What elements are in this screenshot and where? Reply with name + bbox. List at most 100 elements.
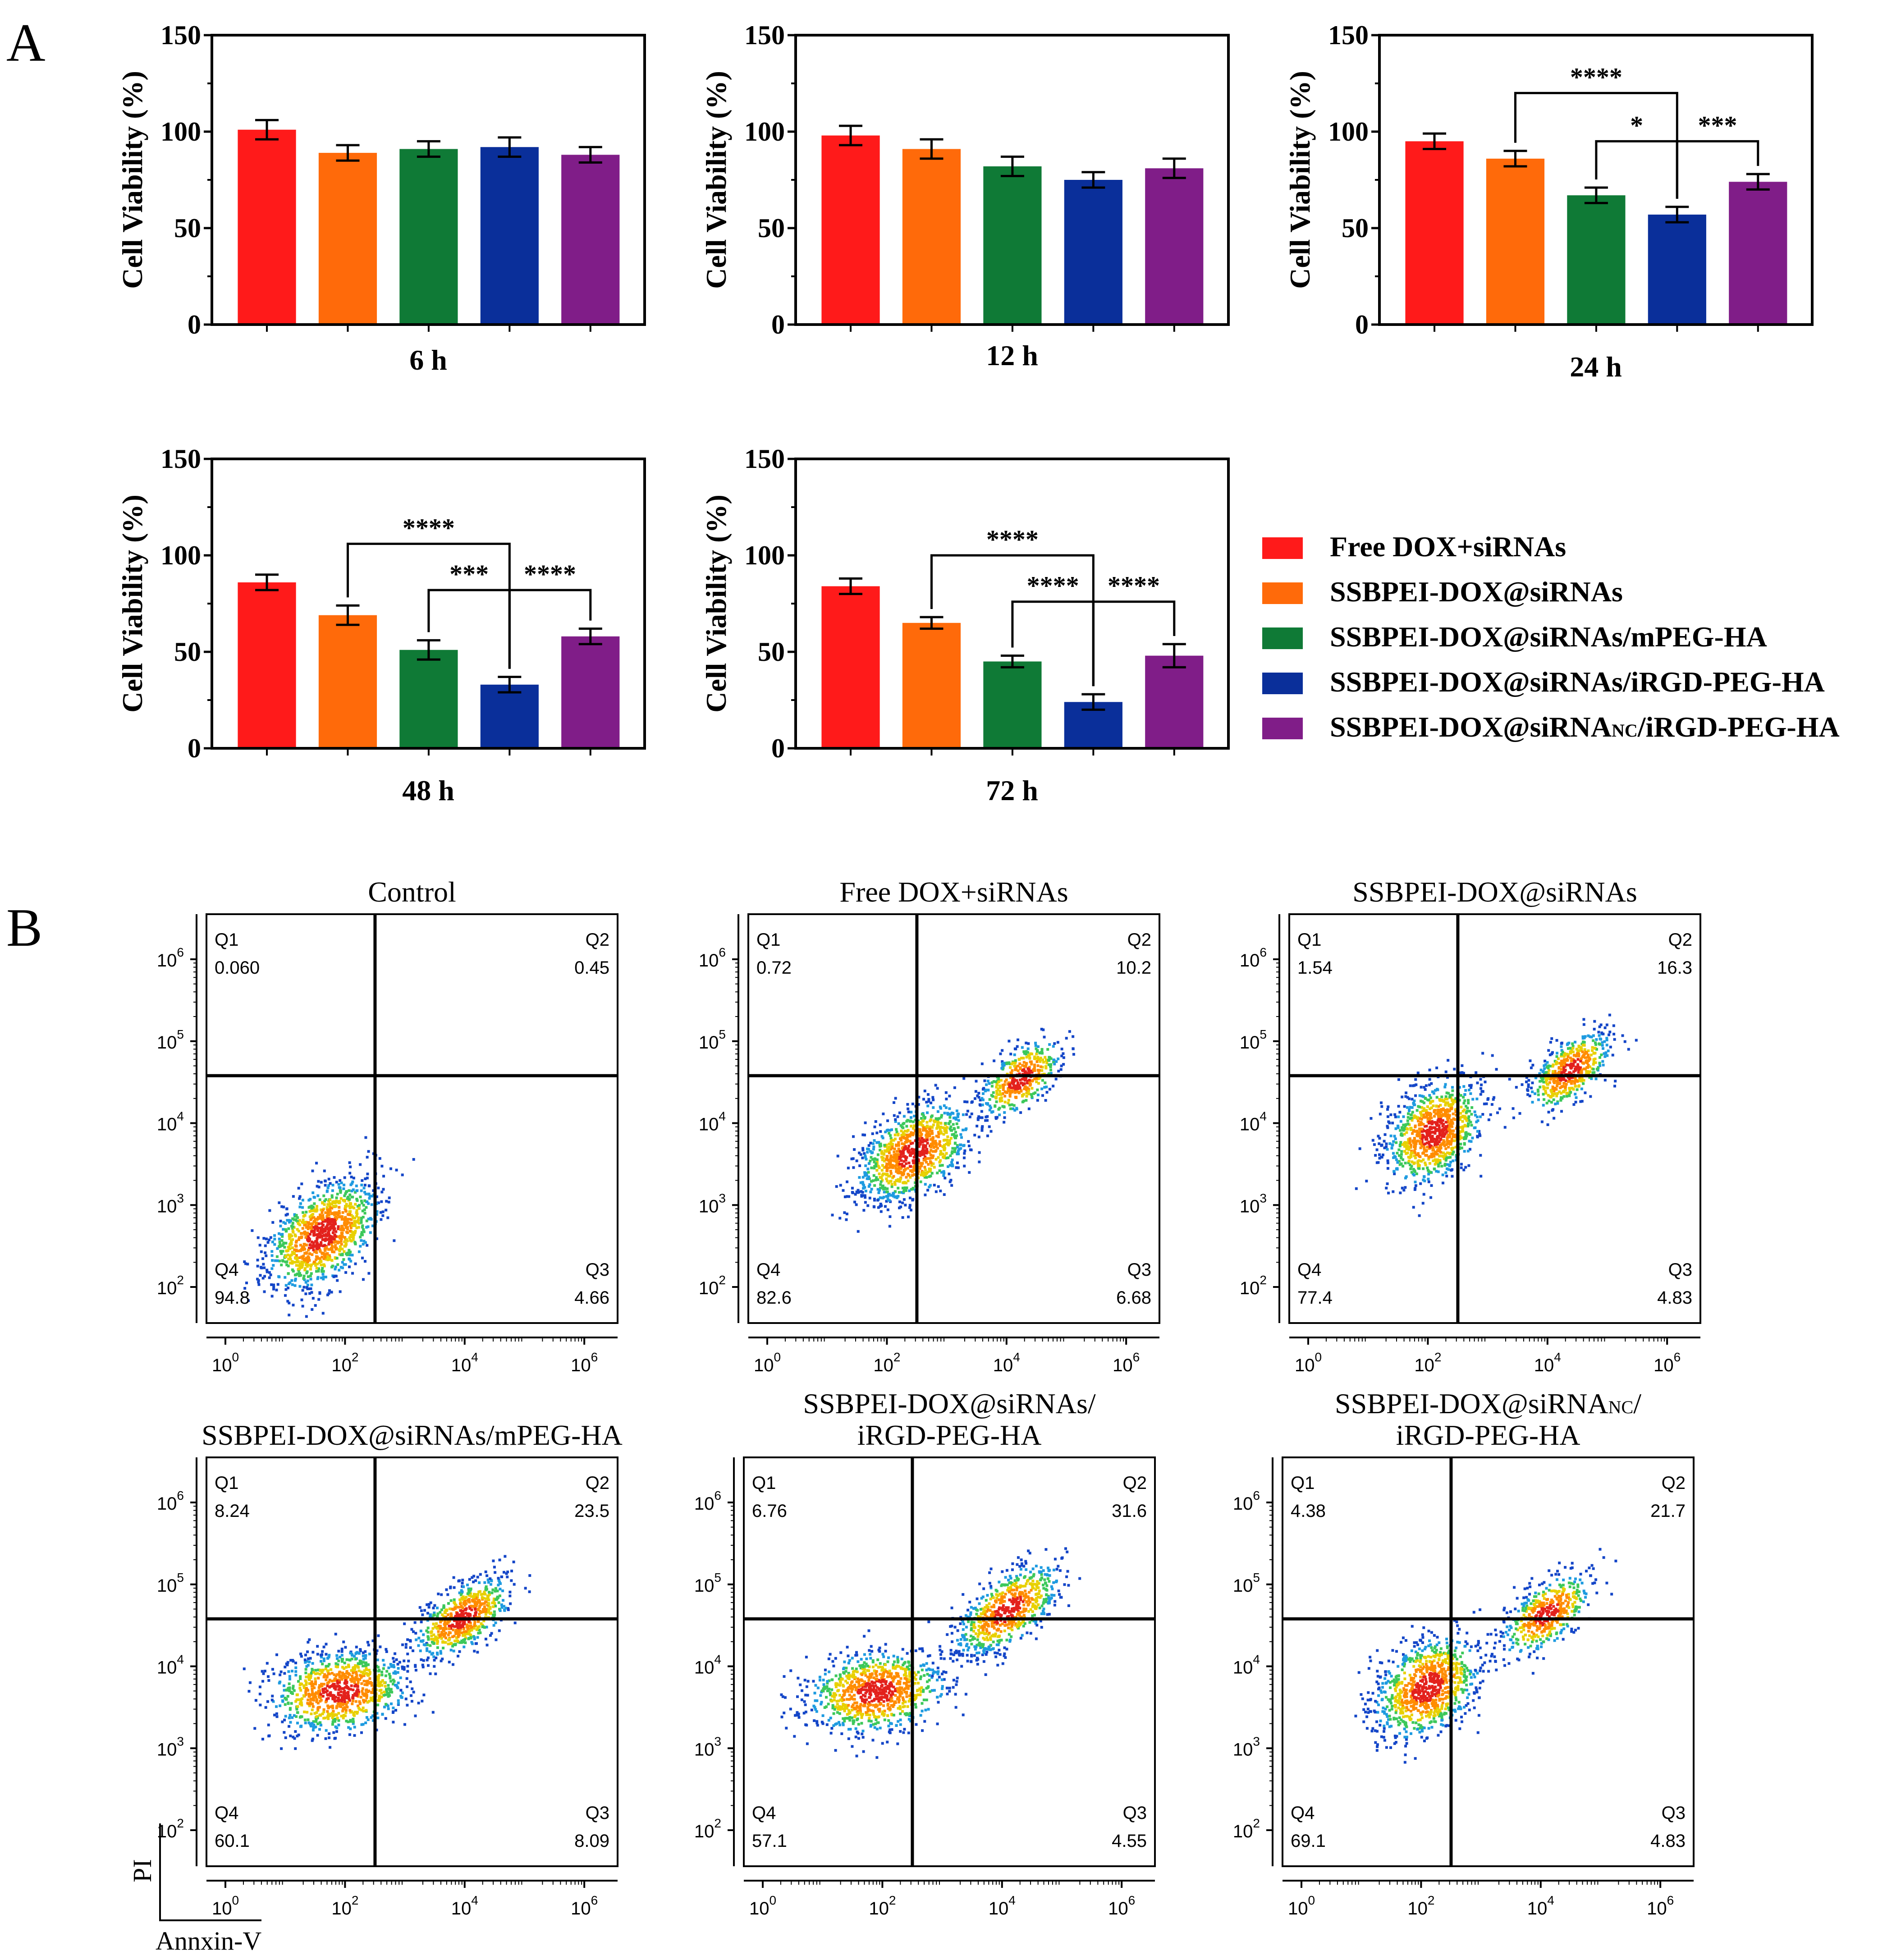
scatter-point <box>1035 1047 1038 1050</box>
scatter-point <box>1032 1069 1035 1072</box>
scatter-point <box>1393 1170 1396 1173</box>
tick-base: 10 <box>699 1033 719 1053</box>
scatter-point <box>885 1162 889 1165</box>
scatter-point <box>839 1184 842 1187</box>
scatter-point <box>1444 1154 1448 1158</box>
scatter-point <box>321 1255 324 1259</box>
scatter-point <box>925 1121 929 1124</box>
scatter-point <box>348 1204 351 1208</box>
scatter-point <box>1587 1063 1590 1067</box>
scatter-point <box>1581 1050 1584 1053</box>
scatter-point <box>330 1203 334 1206</box>
scatter-point <box>1044 1099 1047 1102</box>
scatter-point <box>861 1182 865 1186</box>
scatter-point <box>1593 1020 1596 1023</box>
scatter-point <box>866 1151 869 1154</box>
scatter-point <box>246 1263 249 1266</box>
scatter-point <box>980 1110 983 1113</box>
scatter-point <box>315 1247 318 1250</box>
scatter-point <box>902 1131 905 1134</box>
scatter-point <box>1583 1048 1586 1051</box>
scatter-point <box>364 1699 367 1702</box>
scatter-point <box>1452 1129 1455 1132</box>
scatter-point <box>363 1183 366 1186</box>
scatter-point <box>880 1135 884 1138</box>
scatter-point <box>1012 1082 1015 1085</box>
scatter-point <box>1589 1035 1592 1038</box>
bar <box>1648 215 1706 325</box>
scatter-point <box>886 1173 889 1176</box>
scatter-point <box>924 1126 927 1129</box>
scatter-point <box>1426 1166 1429 1169</box>
scatter-point <box>1479 1093 1482 1096</box>
scatter-point <box>320 1723 323 1726</box>
scatter-point <box>1451 1089 1454 1092</box>
scatter-point <box>1430 1122 1434 1125</box>
scatter-point <box>978 1151 981 1154</box>
scatter-point <box>1033 1055 1036 1058</box>
scatter-point <box>917 1170 920 1173</box>
scatter-point <box>309 1278 312 1281</box>
scatter-point <box>347 1195 350 1199</box>
scatter-point <box>1040 1048 1044 1051</box>
scatter-point <box>359 1163 362 1166</box>
scatter-point <box>922 1152 925 1155</box>
scatter-point <box>257 1283 261 1286</box>
scatter-point <box>340 1218 344 1221</box>
scatter-point <box>906 1138 909 1141</box>
scatter-point <box>328 1256 331 1259</box>
scatter-point <box>986 1134 989 1137</box>
scatter-point <box>897 1164 900 1167</box>
scatter-point <box>292 1225 295 1228</box>
scatter-point <box>353 1681 356 1684</box>
scatter-point <box>902 1146 905 1149</box>
scatter-point <box>939 1144 942 1147</box>
scatter-point <box>966 1100 969 1104</box>
scatter-point <box>927 1163 930 1166</box>
scatter-point <box>387 1200 390 1204</box>
scatter-point <box>1431 1099 1434 1103</box>
scatter-point <box>1040 1087 1044 1090</box>
scatter-point <box>335 1257 339 1260</box>
scatter-point <box>1421 1136 1425 1139</box>
scatter-point <box>1450 1129 1453 1132</box>
scatter-point <box>1569 1052 1572 1055</box>
scatter-point <box>893 1101 896 1104</box>
scatter-point <box>269 1273 272 1277</box>
scatter-point <box>1429 1102 1432 1105</box>
scatter-point <box>270 1295 274 1298</box>
scatter-point <box>304 1722 307 1725</box>
scatter-point <box>861 1176 865 1179</box>
scatter-point <box>345 1204 348 1208</box>
scatter-point <box>293 1279 297 1282</box>
scatter-point <box>1560 1049 1563 1052</box>
scatter-point <box>353 1233 356 1236</box>
scatter-point <box>900 1129 903 1132</box>
scatter-point <box>1442 1122 1445 1126</box>
scatter-point <box>959 1133 962 1136</box>
scatter-point <box>859 1181 862 1184</box>
scatter-point <box>977 1096 980 1099</box>
scatter-point <box>349 1259 353 1263</box>
scatter-point <box>954 1118 957 1121</box>
scatter-points <box>831 1028 1075 1233</box>
scatter-point <box>910 1125 913 1128</box>
scatter-point <box>1451 1122 1454 1125</box>
quadrant-name: Q2 <box>586 930 609 950</box>
scatter-point <box>1425 1111 1428 1114</box>
scatter-point <box>1444 1127 1448 1130</box>
scatter-point <box>1410 1171 1413 1174</box>
bar <box>1567 195 1626 325</box>
scatter-point <box>900 1139 903 1142</box>
scatter-point <box>380 1164 384 1168</box>
scatter-point <box>1445 1143 1448 1146</box>
scatter-point <box>290 1279 293 1282</box>
scatter-point <box>1602 1032 1605 1035</box>
scatter-point <box>1407 1148 1411 1151</box>
scatter-point <box>1466 1149 1470 1153</box>
scatter-point <box>325 1697 329 1700</box>
scatter-point <box>999 1093 1002 1096</box>
scatter-point <box>1417 1164 1420 1168</box>
scatter-point <box>1013 1080 1016 1083</box>
scatter-point <box>1463 1142 1466 1145</box>
